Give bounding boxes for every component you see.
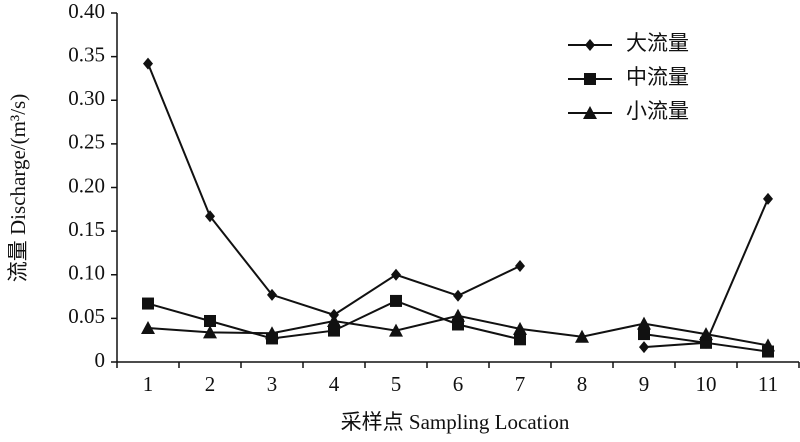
- point: [637, 316, 651, 330]
- x-tick-label: 8: [577, 372, 588, 396]
- x-tick-label: 6: [453, 372, 464, 396]
- point: [639, 341, 649, 354]
- x-tick-label: 10: [696, 372, 717, 396]
- y-tick-label: 0.35: [68, 42, 105, 66]
- legend-marker: [585, 39, 595, 51]
- legend-label: 中流量: [626, 65, 689, 89]
- point: [265, 326, 279, 340]
- point: [575, 329, 589, 343]
- y-tick-label: 0.30: [68, 86, 105, 110]
- y-tick-label: 0.10: [68, 261, 105, 285]
- x-axis-title: 采样点 Sampling Location: [341, 410, 570, 434]
- point: [763, 192, 773, 205]
- y-tick-label: 0.05: [68, 304, 105, 328]
- point: [513, 321, 527, 335]
- y-axis-title: 流量 Discharge/(m³/s): [6, 94, 30, 282]
- point: [327, 313, 341, 327]
- y-tick-label: 0.20: [68, 173, 105, 197]
- point: [515, 260, 525, 273]
- x-tick-label: 1: [143, 372, 154, 396]
- point: [142, 297, 154, 310]
- x-tick-label: 3: [267, 372, 278, 396]
- y-tick-label: 0.25: [68, 130, 105, 154]
- point: [328, 324, 340, 337]
- point: [205, 210, 215, 223]
- point: [143, 57, 153, 70]
- point: [141, 320, 155, 334]
- point: [453, 289, 463, 302]
- point: [699, 327, 713, 341]
- point: [761, 338, 775, 352]
- legend-label: 小流量: [626, 99, 689, 123]
- x-tick-label: 7: [515, 372, 526, 396]
- x-tick-label: 4: [329, 372, 340, 396]
- y-tick-label: 0: [95, 348, 106, 372]
- x-tick-label: 5: [391, 372, 402, 396]
- x-tick-label: 11: [758, 372, 778, 396]
- y-tick-label: 0.40: [68, 0, 105, 23]
- legend-label: 大流量: [626, 31, 689, 55]
- point: [389, 323, 403, 337]
- point: [267, 288, 277, 301]
- x-tick-label: 2: [205, 372, 216, 396]
- point: [638, 328, 650, 341]
- point: [204, 314, 216, 327]
- legend-marker: [584, 73, 596, 85]
- y-tick-label: 0.15: [68, 217, 105, 241]
- point: [514, 333, 526, 346]
- point: [451, 308, 465, 322]
- x-tick-label: 9: [639, 372, 650, 396]
- legend-marker: [583, 106, 597, 119]
- point: [390, 294, 402, 307]
- point: [391, 268, 401, 281]
- point: [203, 325, 217, 339]
